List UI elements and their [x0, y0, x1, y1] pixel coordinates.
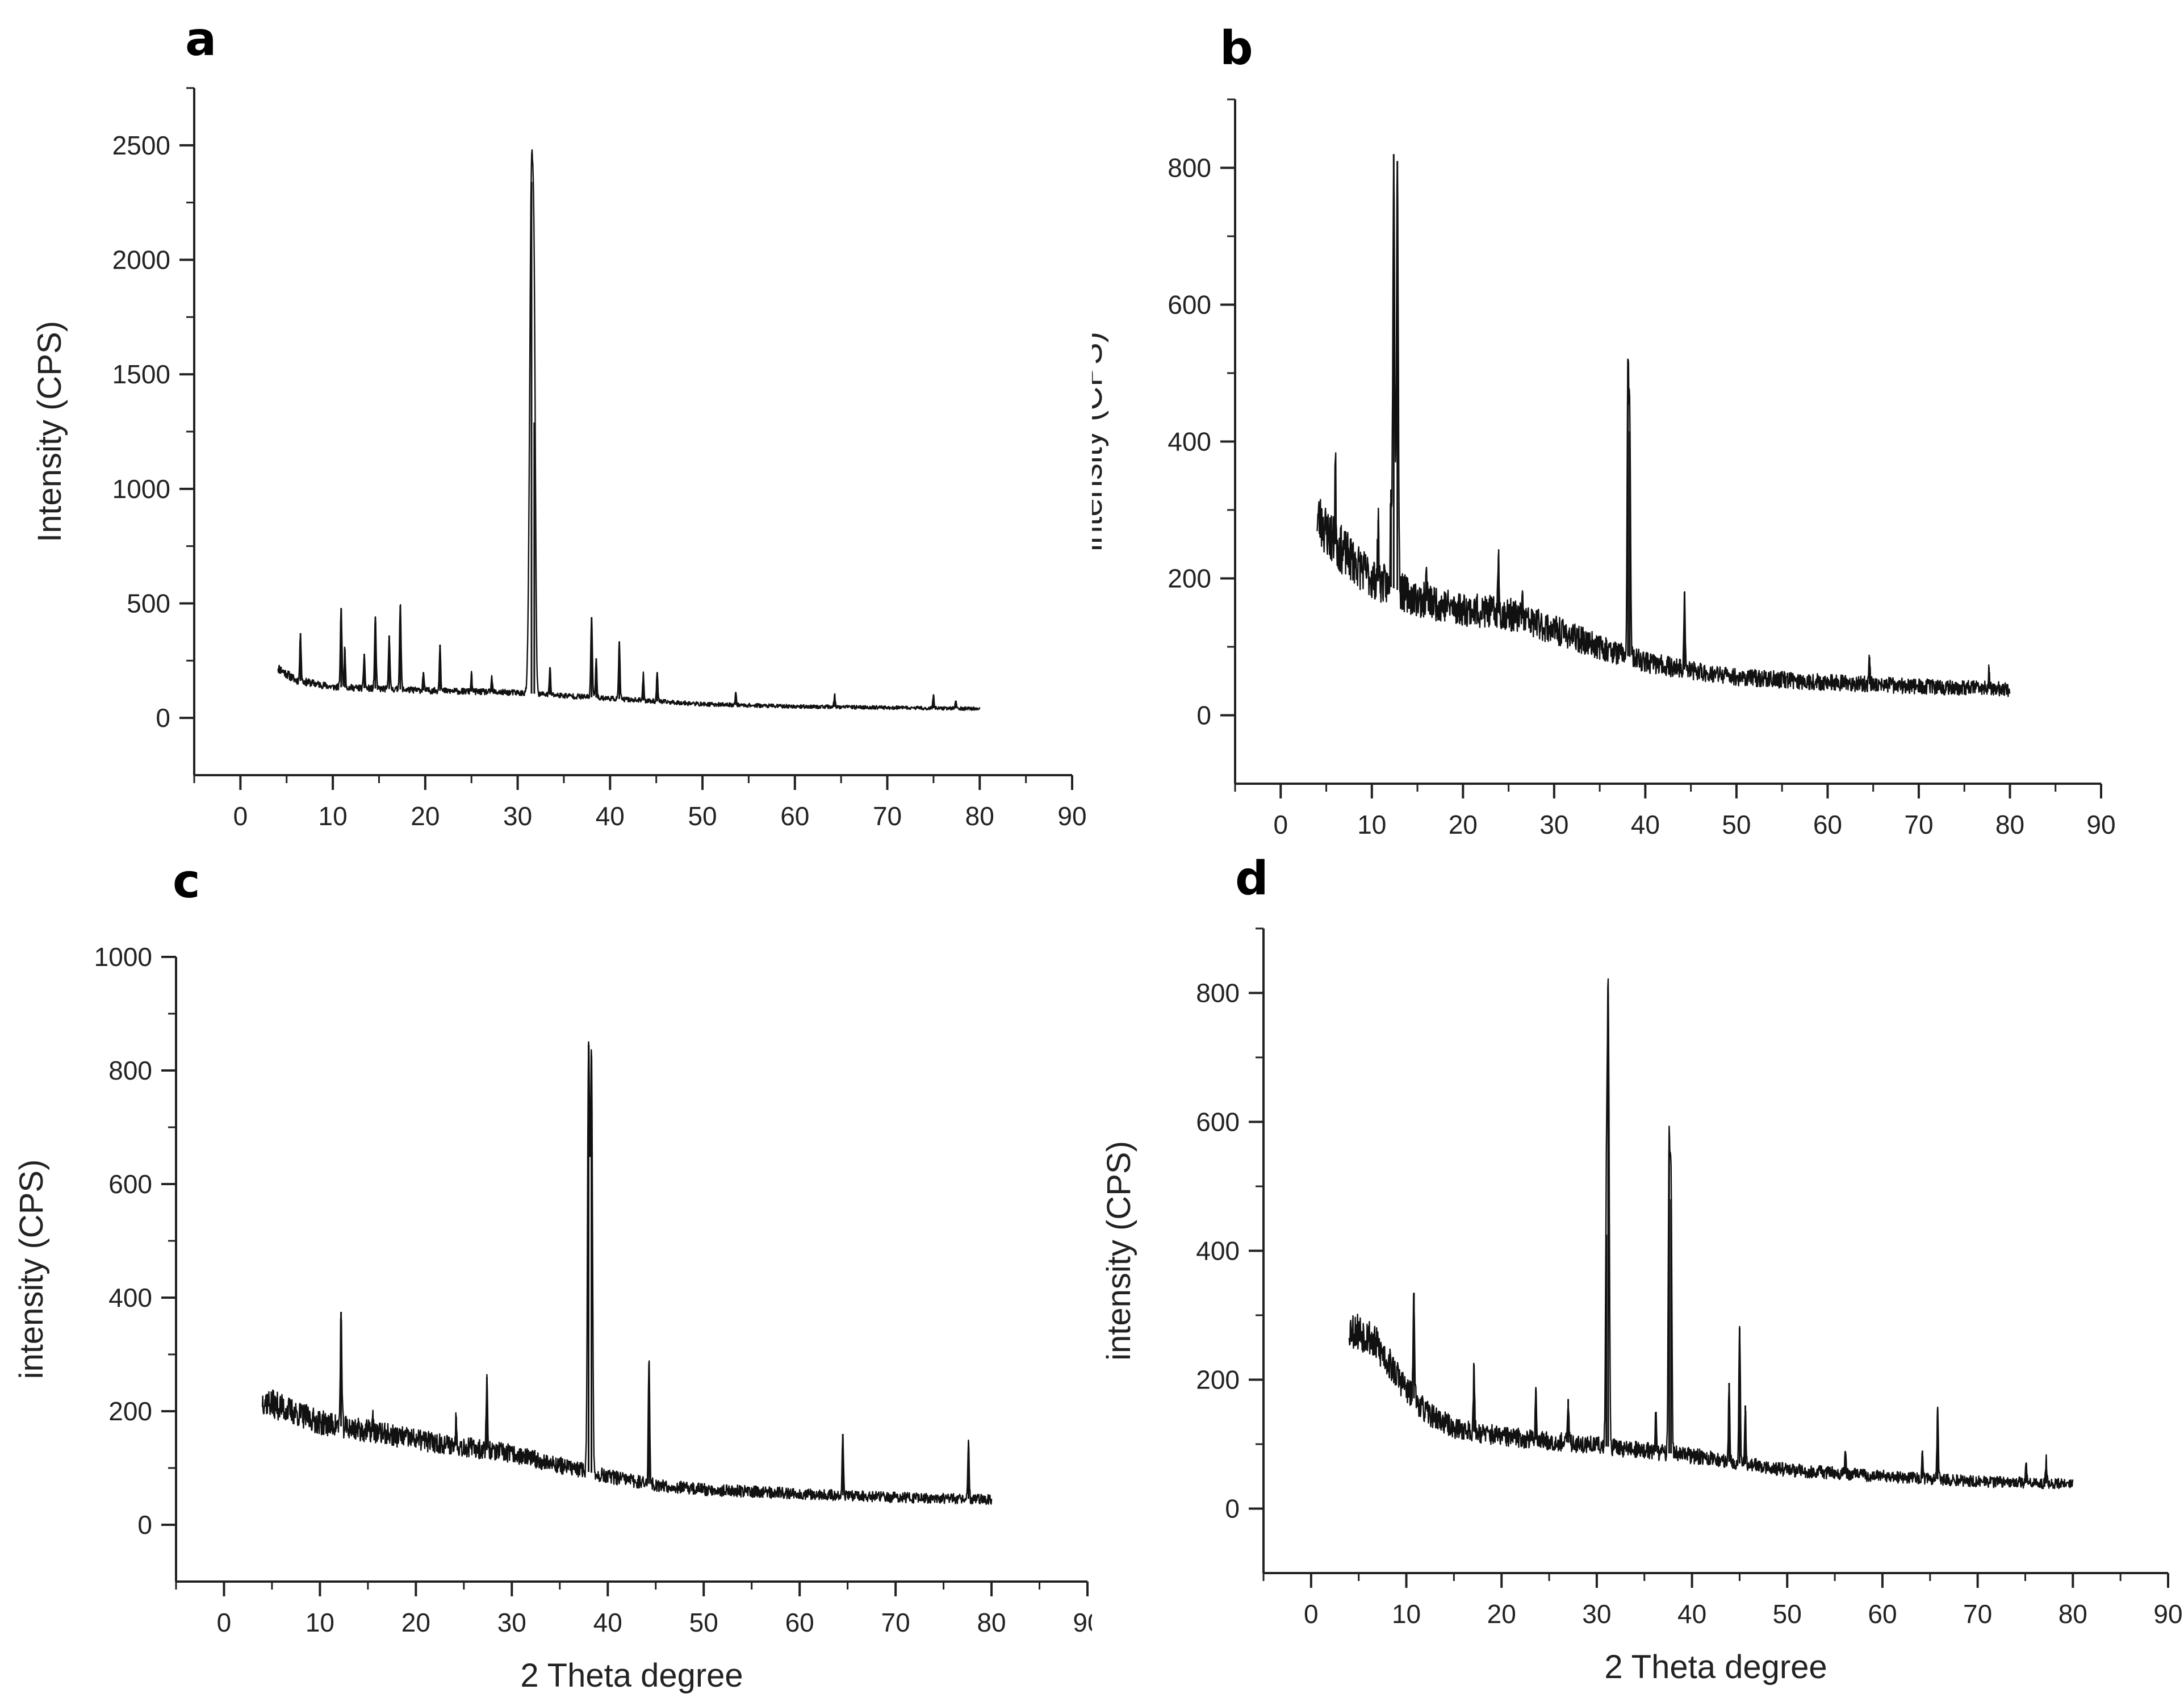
x-tick-label: 30	[503, 801, 532, 831]
xrd-chart-a: 0102030405060708090050010001500200025002…	[31, 87, 1087, 831]
x-tick-label: 20	[411, 801, 440, 831]
y-tick-label: 800	[1196, 978, 1240, 1008]
x-tick-label: 20	[401, 1608, 430, 1637]
x-tick-label: 30	[1582, 1599, 1611, 1629]
y-axis-title: intensity (CPS)	[13, 1160, 50, 1379]
y-tick-label: 2500	[112, 131, 170, 160]
y-tick-label: 200	[108, 1396, 152, 1426]
y-axis-title: Intensity (CPS)	[31, 321, 68, 542]
x-tick-label: 80	[965, 801, 994, 831]
x-tick-label: 40	[1631, 810, 1660, 839]
y-tick-label: 1000	[112, 474, 170, 504]
x-tick-label: 60	[1868, 1599, 1897, 1629]
x-tick-label: 60	[785, 1608, 814, 1637]
x-tick-label: 10	[1392, 1599, 1421, 1629]
x-tick-label: 50	[688, 801, 717, 831]
x-tick-label: 80	[1995, 810, 2024, 839]
y-tick-label: 600	[1168, 290, 1211, 320]
y-axis-title: intensity (CPS)	[1101, 1141, 1137, 1361]
x-tick-label: 90	[1073, 1608, 1092, 1637]
x-tick-label: 10	[1357, 810, 1386, 839]
panel-letter-b: b	[1220, 22, 1253, 76]
y-tick-label: 0	[1225, 1494, 1240, 1524]
x-tick-label: 20	[1487, 1599, 1516, 1629]
y-tick-label: 1000	[94, 942, 152, 972]
x-tick-label: 20	[1449, 810, 1478, 839]
x-tick-label: 50	[1773, 1599, 1802, 1629]
x-tick-label: 70	[873, 801, 902, 831]
y-tick-label: 2000	[112, 245, 170, 275]
x-tick-label: 90	[1057, 801, 1086, 831]
xrd-trace	[277, 149, 981, 711]
x-tick-label: 50	[689, 1608, 718, 1637]
xrd-chart-c: 0 10 20 30 40 50 60 70 80 90 0 200 400 600 800 1000 2 Th…	[13, 942, 1092, 1694]
xrd-chart-d: 0 10 20 30 40 50 60 70 80 90 0 200 400 600 800 2 Theta …	[1101, 927, 2183, 1686]
xrd-trace	[1348, 978, 2074, 1490]
y-tick-label: 600	[1196, 1107, 1240, 1137]
y-tick-label: 400	[1196, 1236, 1240, 1266]
x-tick-label: 90	[2153, 1599, 2182, 1629]
x-tick-label: 0	[1273, 810, 1288, 839]
x-tick-label: 80	[2059, 1599, 2087, 1629]
y-tick-label: 800	[1168, 153, 1211, 183]
x-tick-label: 30	[497, 1608, 526, 1637]
y-axis-title: intensity (CPS)	[1092, 332, 1109, 551]
y-tick-label: 800	[108, 1056, 152, 1085]
x-tick-label: 70	[881, 1608, 910, 1637]
x-tick-label: 90	[2086, 810, 2115, 839]
y-tick-label: 0	[137, 1510, 152, 1540]
x-tick-label: 80	[977, 1608, 1006, 1637]
x-tick-label: 40	[1677, 1599, 1706, 1629]
y-tick-label: 0	[1196, 701, 1211, 730]
x-axis-title: 2 Theta degree	[1604, 1649, 1827, 1686]
panel-letter-c: c	[173, 855, 200, 909]
x-tick-label: 40	[596, 801, 625, 831]
y-tick-label: 600	[108, 1169, 152, 1199]
x-tick-label: 10	[319, 801, 348, 831]
x-axis-title: 2 Theta degree	[520, 1657, 743, 1694]
x-tick-label: 10	[306, 1608, 334, 1637]
panel-letter-a: a	[185, 12, 217, 66]
x-tick-label: 60	[780, 801, 809, 831]
y-tick-label: 500	[127, 589, 170, 618]
y-tick-label: 400	[108, 1283, 152, 1312]
x-tick-label: 0	[217, 1608, 232, 1637]
xrd-trace	[261, 1041, 993, 1505]
x-tick-label: 50	[1722, 810, 1751, 839]
y-tick-label: 200	[1196, 1365, 1240, 1395]
x-tick-label: 70	[1963, 1599, 1992, 1629]
y-tick-label: 0	[156, 703, 170, 733]
y-tick-label: 200	[1168, 564, 1211, 593]
xrd-trace	[1316, 165, 2011, 697]
x-tick-label: 40	[593, 1608, 622, 1637]
x-tick-label: 30	[1539, 810, 1568, 839]
x-tick-label: 60	[1813, 810, 1842, 839]
x-tick-label: 0	[233, 801, 248, 831]
x-tick-label: 0	[1304, 1599, 1319, 1629]
panel-letter-d: d	[1235, 852, 1269, 906]
x-tick-label: 70	[1904, 810, 1933, 839]
y-tick-label: 1500	[112, 359, 170, 389]
y-tick-label: 400	[1168, 427, 1211, 457]
